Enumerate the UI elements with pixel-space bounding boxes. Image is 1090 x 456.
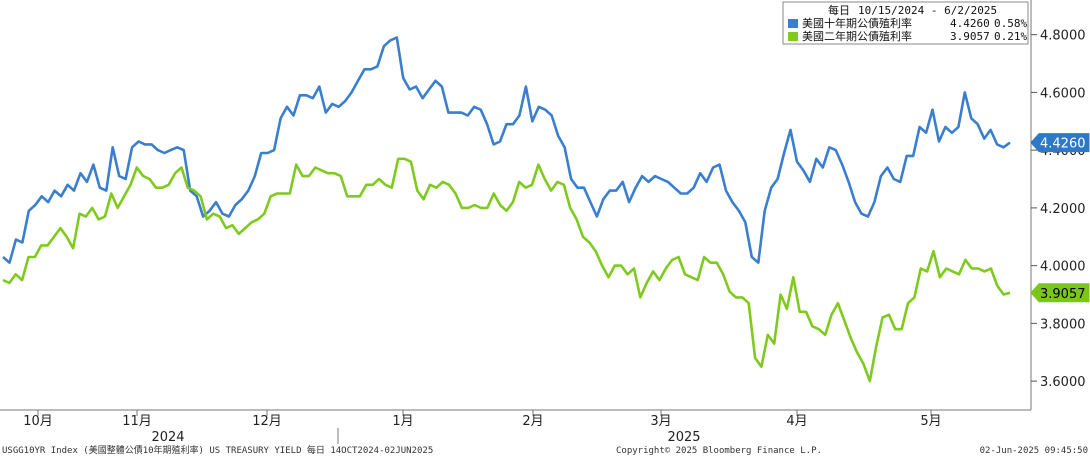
x-tick-label: 5月 (920, 414, 941, 429)
y-tick-label: 4.2000 (1040, 202, 1086, 217)
legend-label-2y: 美國二年期公債殖利率 (802, 29, 912, 43)
last-value-label-10y: 4.4260 (1030, 133, 1090, 153)
year-label: 2025 (667, 430, 700, 445)
y-tick-label: 3.6000 (1040, 375, 1086, 390)
x-tick-label: 1月 (392, 414, 413, 429)
legend-change-2y: 0.21% (994, 30, 1027, 43)
x-tick-label: 2月 (522, 414, 543, 429)
last-value-text: 3.9057 (1040, 287, 1086, 302)
footer-timestamp: 02-Jun-2025 09:45:50 (980, 446, 1088, 456)
x-tick-label: 12月 (252, 414, 282, 429)
footer-left: USGG10YR Index (美國整體公債10年期殖利率) US TREASU… (2, 444, 433, 456)
legend-swatch-10y (788, 19, 798, 28)
legend-date-range: 10/15/2024 - 6/2/2025 (858, 4, 997, 17)
y-tick-label: 4.8000 (1040, 29, 1086, 44)
y-tick-label: 4.0000 (1040, 260, 1086, 275)
x-tick-label: 11月 (122, 414, 152, 429)
x-axis-ticks: 10月 11月 12月 1月 2月 3月 4月 5月 2024 2025 (23, 410, 942, 445)
series-layer (2, 36, 1011, 383)
legend: 每日 10/15/2024 - 6/2/2025 美國十年期公債殖利率 4.42… (782, 1, 1029, 45)
legend-value-10y: 4.4260 (950, 17, 990, 30)
last-value-tag (1030, 283, 1090, 303)
x-tick-label: 10月 (23, 414, 53, 429)
legend-label-10y: 美國十年期公債殖利率 (802, 16, 912, 30)
legend-box (782, 1, 1029, 45)
legend-value-2y: 3.9057 (950, 30, 990, 43)
plot-area (0, 0, 1031, 410)
last-value-label-2y: 3.9057 (1030, 283, 1090, 303)
legend-change-10y: 0.58% (994, 17, 1027, 30)
last-value-text: 4.4260 (1040, 137, 1086, 152)
legend-swatch-2y (788, 32, 798, 41)
x-tick-label: 3月 (650, 414, 671, 429)
y-tick-label: 3.8000 (1040, 317, 1086, 332)
x-tick-label: 4月 (786, 414, 807, 429)
series-line-10y (2, 36, 1011, 265)
last-value-labels: 4.4260 3.9057 (1030, 133, 1090, 303)
series-line-2y (2, 157, 1011, 383)
y-tick-label: 4.6000 (1040, 86, 1086, 101)
legend-period-label: 每日 (828, 3, 850, 17)
y-axis-ticks: 4.80004.60004.40004.20004.00003.80003.60… (1031, 29, 1086, 390)
footer-copyright: Copyright© 2025 Bloomberg Finance L.P. (616, 446, 822, 456)
year-label: 2024 (151, 430, 184, 445)
last-value-tag (1030, 133, 1090, 153)
